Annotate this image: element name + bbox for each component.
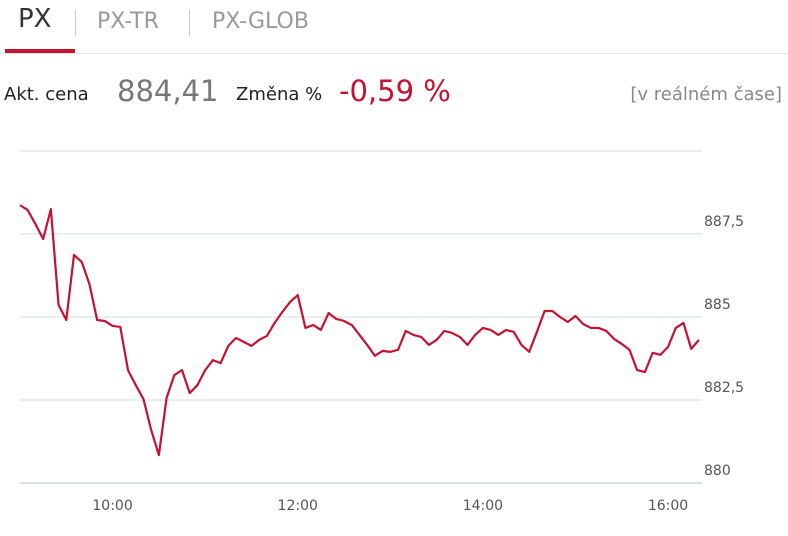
price: 884,41: [117, 74, 219, 108]
x-tick-label: 16:00: [648, 498, 688, 514]
realtime-note: [v reálném čase]: [630, 84, 782, 105]
change-label: Změna %: [236, 84, 323, 105]
tab[interactable]: PX-GLOB: [212, 9, 309, 34]
x-tick-label: 14:00: [463, 498, 503, 514]
x-tick-label: 10:00: [92, 498, 132, 514]
y-tick-label: 887,5: [704, 214, 744, 230]
change: -0,59 %: [339, 74, 451, 108]
y-tick-label: 880: [704, 463, 731, 479]
tab-separator: [75, 10, 76, 36]
divider: [0, 53, 788, 54]
price-line: [19, 204, 700, 457]
tab[interactable]: PX-TR: [97, 9, 159, 34]
y-tick-label: 885: [704, 297, 731, 313]
tab-underline: [5, 49, 75, 53]
price-label: Akt. cena: [4, 84, 89, 105]
y-tick-label: 882,5: [704, 380, 744, 396]
tab-active[interactable]: PX: [18, 4, 52, 34]
tab-separator: [189, 10, 190, 36]
x-tick-label: 12:00: [278, 498, 318, 514]
